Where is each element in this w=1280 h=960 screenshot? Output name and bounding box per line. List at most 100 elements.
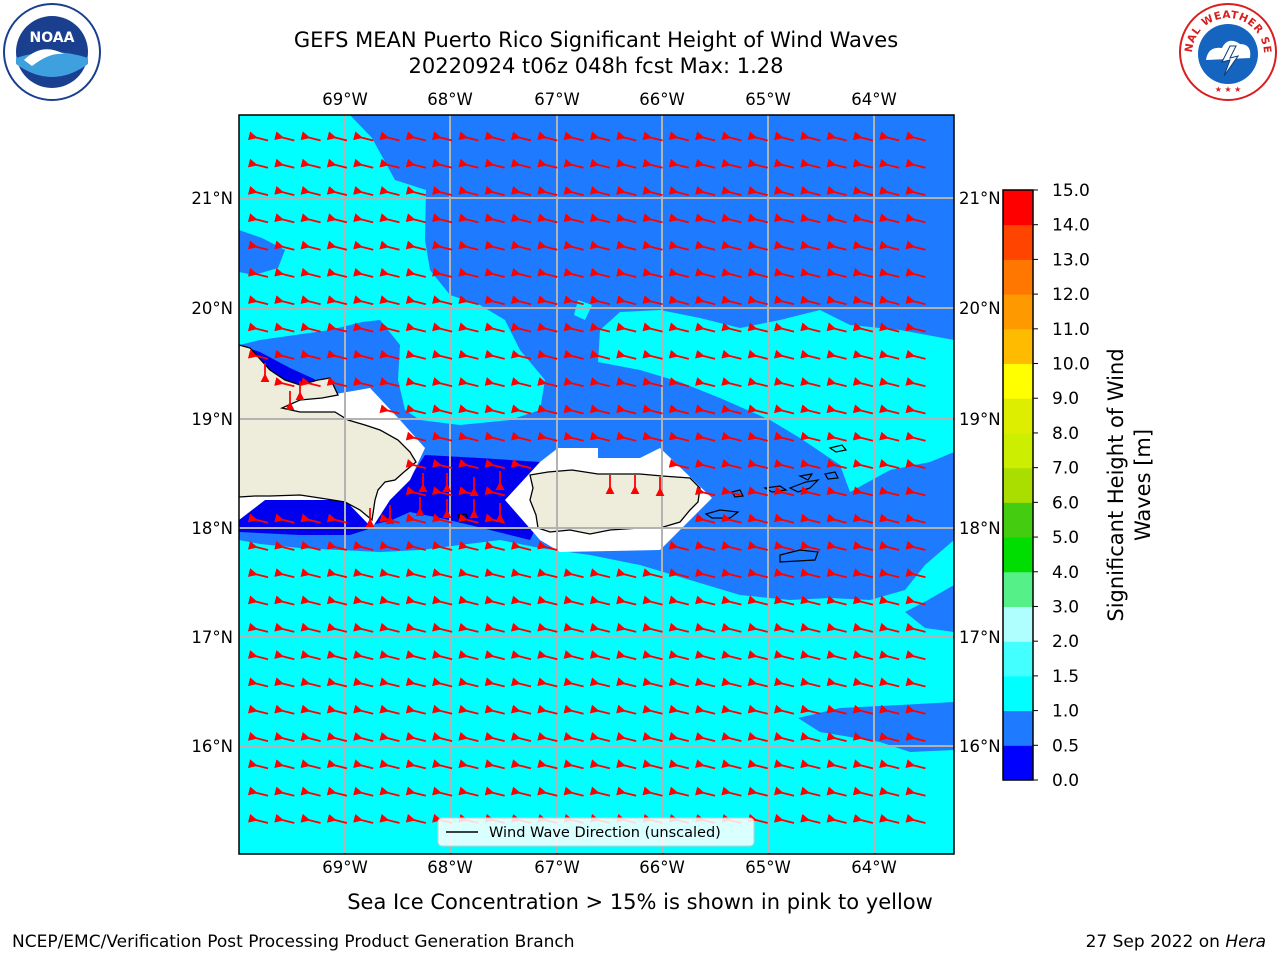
wave-arrow xyxy=(905,704,926,715)
wave-arrow xyxy=(484,295,505,306)
wave-arrow xyxy=(300,295,321,306)
wave-arrow xyxy=(668,158,690,169)
wave-arrow xyxy=(826,731,847,742)
wave-arrow xyxy=(773,213,795,224)
wave-arrow xyxy=(721,704,742,715)
wave-arrow xyxy=(905,650,926,661)
wave-arrow xyxy=(879,759,900,770)
wave-arrow xyxy=(721,650,742,661)
wave-arrow xyxy=(879,650,900,661)
wave-arrow xyxy=(589,322,611,333)
wave-arrow xyxy=(852,185,874,196)
wave-arrow xyxy=(616,404,637,415)
wave-arrow xyxy=(484,759,505,770)
wave-arrow xyxy=(326,131,348,142)
wave-arrow xyxy=(405,267,427,278)
wave-arrow xyxy=(458,158,479,169)
footer-host: Hera xyxy=(1225,932,1266,952)
wave-arrow xyxy=(747,813,768,824)
wave-arrow xyxy=(800,158,821,169)
wave-arrow xyxy=(405,185,427,196)
wave-arrow xyxy=(642,704,663,715)
wave-arrow xyxy=(800,622,821,633)
colorbar-title: Significant Height of Wind Waves [m] xyxy=(1104,348,1155,621)
wave-arrow xyxy=(905,322,926,333)
wave-arrow xyxy=(510,240,532,251)
wave-arrow xyxy=(274,731,295,742)
wave-arrow xyxy=(668,458,690,469)
wave-arrow xyxy=(458,131,479,142)
wave-arrow xyxy=(484,540,505,551)
wave-arrow xyxy=(379,377,400,388)
wave-arrow xyxy=(353,213,374,224)
wave-arrow xyxy=(510,158,532,169)
wave-arrow xyxy=(721,377,742,388)
wave-arrow xyxy=(432,185,453,196)
wave-arrow xyxy=(642,677,663,688)
wave-arrow xyxy=(537,377,558,388)
lon-label-bottom: 64°W xyxy=(851,858,897,877)
wave-arrow xyxy=(721,677,742,688)
lat-labels-right: 21°N 20°N 19°N 18°N 17°N 16°N xyxy=(959,189,1001,756)
wave-arrow xyxy=(616,158,637,169)
wave-arrow xyxy=(247,240,269,251)
wave-arrow xyxy=(353,322,374,333)
wave-arrow xyxy=(484,349,505,360)
wave-arrow xyxy=(826,540,847,551)
lat-label-right: 20°N xyxy=(959,299,1001,318)
wave-arrow xyxy=(721,568,742,579)
colorbar-band xyxy=(1003,467,1033,503)
wave-arrow xyxy=(326,731,348,742)
wave-arrow xyxy=(326,267,348,278)
wave-arrow xyxy=(695,677,716,688)
wave-arrow xyxy=(563,377,584,388)
colorbar-tick-label: 0.5 xyxy=(1052,736,1079,756)
wave-arrow xyxy=(747,540,768,551)
wave-arrow xyxy=(616,349,637,360)
wave-arrow xyxy=(563,786,584,797)
wave-arrow xyxy=(721,731,742,742)
wave-arrow xyxy=(405,213,427,224)
wave-arrow xyxy=(510,595,532,606)
wave-arrow xyxy=(379,813,400,824)
wave-arrow xyxy=(274,540,295,551)
wave-arrow xyxy=(668,677,690,688)
wave-arrow xyxy=(458,431,479,442)
wave-arrow xyxy=(721,158,742,169)
wave-arrow xyxy=(721,458,742,469)
wave-arrow xyxy=(826,704,847,715)
wave-arrow xyxy=(852,158,874,169)
wave-arrow xyxy=(589,131,611,142)
wave-arrow xyxy=(484,185,505,196)
wave-arrow xyxy=(905,513,926,524)
wave-arrow xyxy=(300,813,321,824)
wave-arrow xyxy=(379,568,400,579)
wave-arrow xyxy=(747,431,768,442)
wave-arrow xyxy=(326,622,348,633)
land-vieques xyxy=(704,509,740,519)
wave-arrow xyxy=(563,677,584,688)
wave-arrow xyxy=(353,131,374,142)
wave-arrow xyxy=(563,131,584,142)
wave-arrow xyxy=(247,322,269,333)
wave-arrow xyxy=(642,786,663,797)
wave-arrow xyxy=(642,322,663,333)
wave-arrow xyxy=(510,131,532,142)
wave-arrow xyxy=(379,349,400,360)
wave-arrow xyxy=(852,595,874,606)
colorbar-band xyxy=(1003,328,1033,365)
wave-arrow xyxy=(852,404,874,415)
colorbar-band xyxy=(1003,745,1033,781)
wave-arrow xyxy=(721,786,742,797)
lon-label-top: 68°W xyxy=(427,90,473,109)
colorbar-tick-label: 1.0 xyxy=(1052,702,1079,722)
wave-arrow xyxy=(879,431,900,442)
wave-arrow xyxy=(642,759,663,770)
colorbar-title-line2: Waves [m] xyxy=(1131,429,1155,541)
wave-arrow xyxy=(458,731,479,742)
wave-arrow xyxy=(484,486,505,497)
wave-arrow xyxy=(852,431,874,442)
wave-arrow xyxy=(484,240,505,251)
wave-arrow xyxy=(826,486,847,497)
wave-arrow xyxy=(405,513,427,524)
